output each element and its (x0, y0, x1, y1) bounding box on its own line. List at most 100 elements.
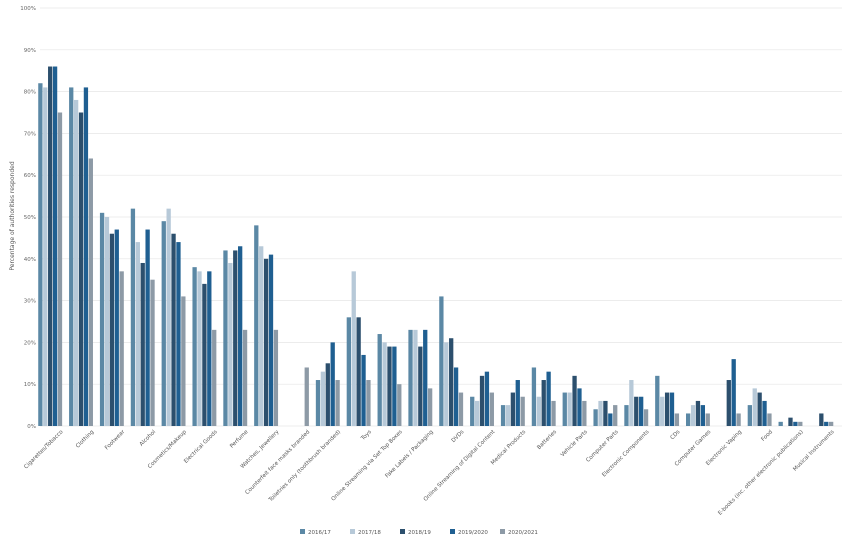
bar (427, 388, 433, 426)
bar (171, 233, 176, 426)
bar (233, 250, 238, 426)
bar (453, 367, 459, 426)
bar (603, 400, 608, 426)
x-category-label: Clothing (75, 429, 95, 449)
bar (686, 413, 691, 426)
bar (634, 396, 639, 426)
bar (83, 87, 89, 427)
y-tick-label: 50% (24, 215, 36, 221)
x-category-label: DVDs (451, 429, 466, 444)
bar (114, 229, 119, 426)
bar (613, 405, 618, 426)
bar (752, 388, 757, 426)
bar (304, 367, 309, 426)
bar (664, 392, 670, 426)
bar (99, 212, 105, 426)
bar (330, 342, 335, 426)
y-tick-label: 20% (24, 340, 36, 346)
bar (387, 346, 392, 426)
x-category-label: Food (760, 429, 774, 443)
bar (747, 405, 752, 426)
x-category-label: Toiletries only (toothbrush branded) (267, 429, 342, 504)
bar (762, 400, 767, 426)
bar (197, 271, 202, 426)
x-category-label: Medical Products (490, 429, 527, 466)
bar (242, 329, 248, 426)
bar (315, 380, 321, 426)
bar (212, 329, 217, 426)
bar (202, 283, 207, 426)
bar (669, 392, 675, 426)
bar (130, 208, 136, 426)
bar (598, 400, 603, 426)
bar (140, 262, 145, 426)
legend-label: 2019/2020 (458, 530, 488, 536)
bar (408, 329, 413, 426)
bar (577, 388, 582, 426)
bar (793, 421, 798, 426)
bar (52, 66, 58, 427)
bar (192, 267, 197, 426)
bar (639, 396, 644, 426)
x-category-label: Online Streaming of Digital Content (423, 429, 497, 503)
bar (798, 421, 803, 426)
bar (135, 242, 140, 426)
bar (351, 271, 356, 426)
bar (700, 405, 705, 426)
bar (731, 359, 736, 426)
bar (582, 400, 587, 426)
bar (228, 262, 233, 426)
bar (268, 254, 274, 426)
bar (207, 271, 212, 426)
bar (439, 296, 444, 426)
bar (166, 208, 171, 426)
x-category-label: Computer Parts (585, 429, 620, 464)
bar (546, 371, 551, 426)
bar (505, 405, 511, 426)
bar (418, 346, 423, 426)
bar (489, 392, 494, 426)
bar (824, 421, 829, 426)
legend-label: 2017/18 (358, 530, 381, 536)
y-axis-ticks: 0% 10% 20% 30% 40% 50% 60% 70% 80% 90% 100% (20, 6, 36, 430)
y-tick-label: 60% (24, 173, 36, 179)
bar (223, 250, 228, 426)
bar (515, 380, 520, 426)
bar (78, 112, 84, 426)
bar (536, 396, 541, 426)
x-category-label: Batteries (536, 429, 558, 451)
bars (38, 66, 834, 427)
bar (320, 371, 326, 426)
bar (176, 242, 181, 426)
bar (48, 66, 53, 427)
bar (413, 329, 418, 426)
bar (736, 413, 741, 426)
bar (161, 221, 166, 426)
bar (470, 396, 475, 426)
bar (674, 413, 680, 426)
bar (254, 225, 259, 426)
bar (474, 400, 480, 426)
legend-swatch (300, 529, 305, 534)
bar (757, 392, 762, 426)
bar (444, 342, 449, 426)
bar (366, 380, 371, 426)
y-tick-label: 30% (24, 299, 36, 305)
x-category-label: CDs (670, 429, 682, 441)
y-tick-label: 10% (24, 382, 36, 388)
bar (397, 384, 402, 426)
bar (510, 392, 516, 426)
bar (69, 87, 74, 427)
bar (479, 375, 485, 426)
bar (520, 396, 525, 426)
bar (458, 392, 464, 426)
bar (788, 417, 793, 426)
bar (660, 396, 665, 426)
y-tick-label: 70% (24, 131, 36, 137)
bar (551, 400, 556, 426)
bar (778, 421, 783, 426)
x-category-label: Footwear (104, 429, 127, 452)
bar (828, 421, 834, 426)
y-tick-label: 80% (24, 90, 36, 96)
